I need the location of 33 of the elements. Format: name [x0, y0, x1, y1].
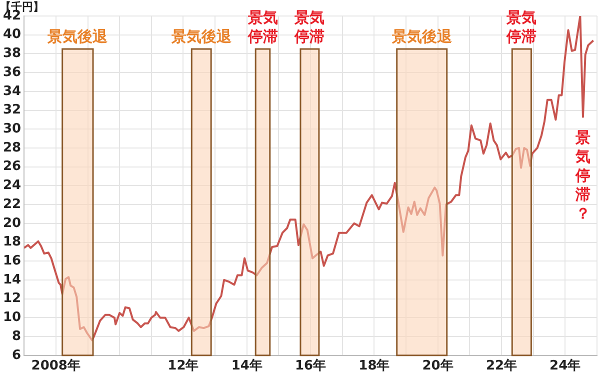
y-tick-label: 24	[2, 178, 22, 194]
x-tick-label: 22年	[486, 358, 518, 374]
y-tick-label: 40	[2, 27, 22, 42]
y-tick-label: 18	[2, 234, 22, 250]
y-tick-label: 12	[2, 291, 22, 306]
y-tick-label: 20	[2, 216, 22, 231]
annotation: 景気停滞？	[574, 128, 590, 222]
y-tick-label: 8	[12, 328, 22, 344]
band-label: 景気停滞	[506, 8, 537, 46]
x-tick-label: 2008年	[31, 358, 80, 374]
y-tick-label: 30	[2, 122, 22, 137]
band-label: 景気後退	[46, 27, 109, 46]
y-tick-label: 16	[2, 253, 22, 268]
y-tick-label: 28	[2, 140, 22, 156]
y-tick-label: 14	[2, 272, 22, 288]
y-tick-label: 38	[2, 46, 22, 62]
band-label: 景気停滞	[246, 8, 278, 46]
y-tick-label: 34	[2, 84, 22, 99]
y-tick-label: 36	[2, 64, 22, 80]
band-label: 景気停滞	[294, 8, 325, 46]
x-tick-label: 12年	[168, 358, 199, 374]
x-tick-label: 20年	[422, 358, 454, 374]
x-tick-label: 16年	[294, 358, 326, 374]
x-tick-label: 14年	[231, 358, 262, 374]
y-tick-label: 22	[2, 196, 22, 212]
y-tick-label: 10	[2, 310, 22, 326]
x-tick-label: 18年	[358, 358, 390, 374]
y-tick-label: 32	[2, 102, 22, 118]
y-tick-label: 26	[2, 159, 22, 174]
band-label: 景気後退	[170, 27, 232, 46]
x-tick-label: 24年	[550, 358, 581, 374]
band-label: 景気後退	[390, 27, 453, 46]
y-tick-label: 6	[12, 348, 22, 363]
